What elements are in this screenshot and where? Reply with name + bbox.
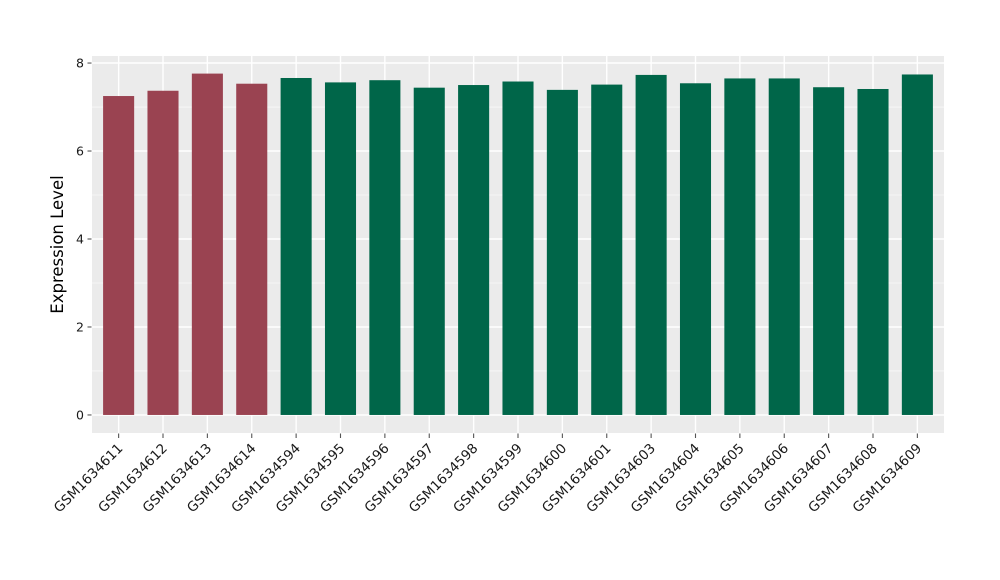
- bar: [458, 85, 490, 415]
- bar: [103, 96, 135, 415]
- y-tick-label: 0: [76, 407, 84, 422]
- bar: [724, 78, 756, 415]
- y-tick-label: 8: [76, 56, 84, 71]
- bar: [591, 84, 623, 415]
- bar: [191, 73, 223, 415]
- bar: [901, 74, 933, 415]
- y-tick-label: 6: [76, 144, 84, 159]
- bar: [679, 83, 712, 415]
- bar: [147, 90, 179, 415]
- bar: [236, 83, 268, 415]
- bar: [546, 89, 578, 415]
- bar: [857, 88, 889, 415]
- bar: [813, 87, 845, 415]
- y-tick-label: 4: [76, 232, 84, 247]
- bar: [768, 78, 800, 415]
- bar: [369, 80, 401, 415]
- bar: [635, 74, 667, 415]
- bar: [324, 82, 357, 415]
- bar: [502, 81, 534, 415]
- y-tick-label: 2: [76, 319, 84, 334]
- y-axis-label: Expression Level: [48, 175, 67, 313]
- bar: [413, 87, 445, 415]
- bar: [280, 77, 312, 415]
